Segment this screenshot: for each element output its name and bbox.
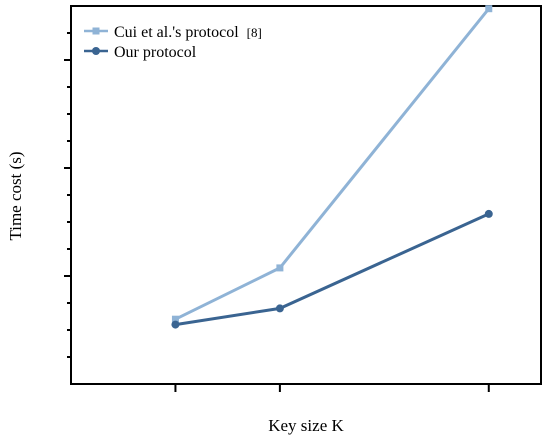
series-0-point-2 [485, 5, 493, 13]
legend: Cui et al.'s protocol [8] Our protocol [84, 24, 262, 61]
plot-border [70, 5, 542, 385]
plot-frame [70, 5, 542, 385]
legend-swatch-marker-cui [92, 27, 100, 35]
x-axis-label: Key size K [268, 416, 344, 435]
legend-label-ours: Our protocol [114, 44, 197, 61]
legend-swatch-marker-ours [92, 47, 100, 55]
svg-text:Cui et al.'s protocol: Cui et al.'s protocol [8] [114, 24, 262, 41]
series-1-point-1 [275, 304, 284, 313]
series-layer [171, 5, 493, 329]
legend-ref-cui: [8] [247, 25, 262, 40]
series-1-line [175, 212, 490, 327]
series-1-point-0 [171, 320, 180, 329]
series-0-point-1 [276, 264, 284, 272]
series-1-point-2 [484, 209, 493, 218]
legend-label-cui: Cui et al.'s protocol [114, 24, 239, 41]
y-axis-label: Time cost (s) [6, 151, 25, 240]
axis-ticks [64, 32, 490, 392]
series-1 [171, 209, 493, 329]
series-0-line [174, 7, 490, 321]
series-0 [171, 5, 493, 323]
series-0-point-0 [171, 315, 179, 323]
